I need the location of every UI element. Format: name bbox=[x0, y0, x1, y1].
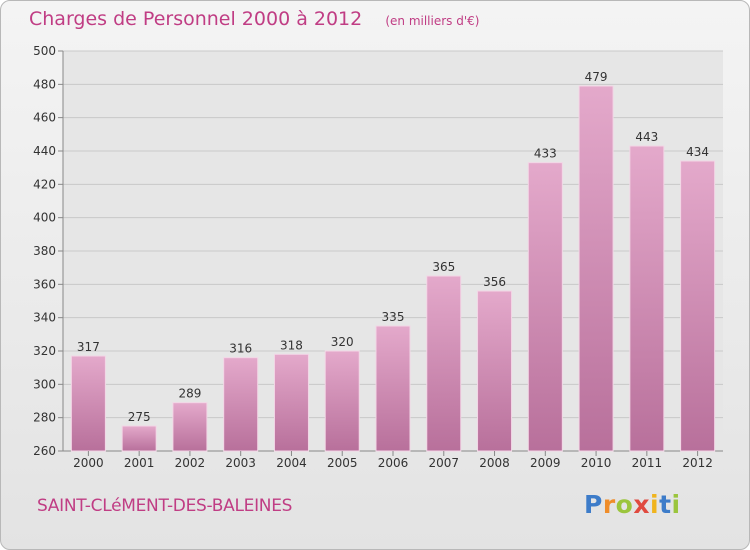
x-tick-label: 2003 bbox=[225, 456, 256, 470]
y-tick-label: 280 bbox=[33, 411, 56, 425]
data-label: 479 bbox=[585, 70, 608, 84]
y-tick-label: 380 bbox=[33, 244, 56, 258]
x-tick-label: 2008 bbox=[479, 456, 510, 470]
bar bbox=[629, 145, 665, 452]
y-tick-label: 500 bbox=[33, 44, 56, 58]
x-tick-label: 2010 bbox=[581, 456, 612, 470]
logo-letter: i bbox=[671, 490, 681, 519]
x-tick-label: 2006 bbox=[378, 456, 409, 470]
x-tick-label: 2004 bbox=[276, 456, 307, 470]
x-tick-label: 2005 bbox=[327, 456, 358, 470]
x-tick-label: 2012 bbox=[682, 456, 713, 470]
logo-letter: r bbox=[602, 490, 616, 519]
y-tick-label: 460 bbox=[33, 111, 56, 125]
chart-subtitle: (en milliers d'€) bbox=[385, 14, 480, 28]
bar bbox=[426, 275, 462, 452]
proxiti-logo: Proxiti bbox=[584, 490, 681, 519]
data-label: 316 bbox=[229, 342, 252, 356]
y-tick-label: 440 bbox=[33, 144, 56, 158]
bar bbox=[223, 357, 259, 452]
y-tick-label: 420 bbox=[33, 177, 56, 191]
bar bbox=[172, 402, 208, 452]
data-label: 318 bbox=[280, 338, 303, 352]
bar bbox=[273, 353, 309, 452]
bar bbox=[680, 160, 716, 452]
chart-title: Charges de Personnel 2000 à 2012 bbox=[29, 8, 363, 30]
bar-chart: 260 280 300 320 340 360 380 400 420 440 460 480 500 3… bbox=[33, 44, 723, 470]
logo-letter: i bbox=[650, 490, 660, 519]
bar bbox=[324, 350, 360, 452]
x-tick-label: 2007 bbox=[428, 456, 459, 470]
y-tick-label: 480 bbox=[33, 77, 56, 91]
bar bbox=[477, 290, 513, 452]
y-tick-label: 300 bbox=[33, 377, 56, 391]
bar bbox=[578, 85, 614, 452]
data-label: 289 bbox=[178, 387, 201, 401]
title-block: Charges de Personnel 2000 à 2012 (en mil… bbox=[29, 8, 479, 30]
y-tick-label: 260 bbox=[33, 444, 56, 458]
x-tick-label: 2000 bbox=[73, 456, 104, 470]
logo-letter: x bbox=[633, 490, 650, 519]
logo-letter: P bbox=[584, 490, 603, 519]
data-label: 275 bbox=[128, 410, 151, 424]
data-label: 320 bbox=[331, 335, 354, 349]
bar bbox=[375, 325, 411, 452]
bar bbox=[527, 162, 563, 452]
data-label: 443 bbox=[635, 130, 658, 144]
y-tick-label: 360 bbox=[33, 277, 56, 291]
x-tick-label: 2002 bbox=[175, 456, 206, 470]
data-label: 365 bbox=[432, 260, 455, 274]
x-tick-label: 2009 bbox=[530, 456, 561, 470]
data-label: 335 bbox=[382, 310, 405, 324]
commune-name: SAINT-CLéMENT-DES-BALEINES bbox=[37, 496, 293, 516]
logo-letter: t bbox=[659, 490, 672, 519]
data-label: 317 bbox=[77, 340, 100, 354]
data-label: 356 bbox=[483, 275, 506, 289]
logo-letter: o bbox=[615, 490, 634, 519]
bar bbox=[70, 355, 106, 452]
y-tick-label: 340 bbox=[33, 311, 56, 325]
y-tick-label: 320 bbox=[33, 344, 56, 358]
bar bbox=[121, 425, 157, 452]
data-label: 433 bbox=[534, 147, 557, 161]
x-tick-label: 2011 bbox=[632, 456, 663, 470]
data-label: 434 bbox=[686, 145, 709, 159]
y-tick-label: 400 bbox=[33, 211, 56, 225]
x-tick-label: 2001 bbox=[124, 456, 155, 470]
